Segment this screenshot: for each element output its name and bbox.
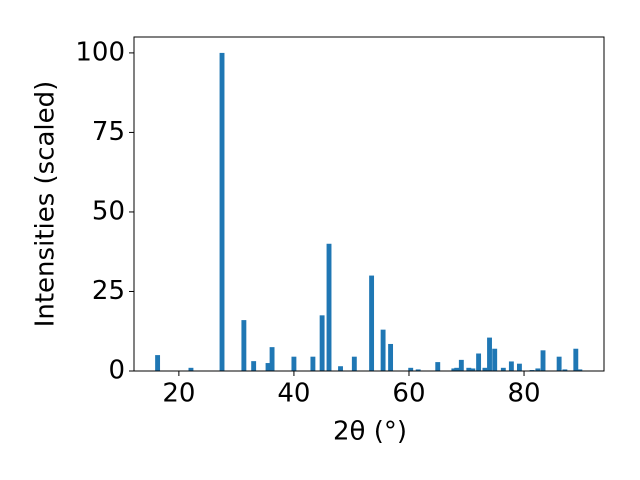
bar [415, 369, 421, 371]
x-tick-label: 80 [507, 379, 540, 409]
bar [556, 356, 562, 371]
bar [326, 243, 332, 371]
y-tick-label: 75 [92, 117, 125, 147]
bar [487, 337, 492, 371]
y-axis-label: Intensities (scaled) [31, 81, 61, 328]
bar [476, 353, 482, 371]
x-tick-label: 60 [392, 379, 425, 409]
bar [219, 52, 225, 372]
bar [241, 320, 247, 371]
bar [408, 367, 414, 371]
x-tick-label: 20 [162, 379, 195, 409]
y-tick-label: 100 [75, 37, 125, 67]
bar [451, 368, 457, 371]
bar [380, 329, 386, 371]
bar [251, 361, 257, 371]
bar [573, 348, 579, 371]
bar [470, 368, 476, 371]
bar [155, 355, 161, 371]
bar [265, 363, 271, 371]
bar [482, 367, 488, 371]
y-tick-label: 25 [92, 276, 125, 306]
y-tick-label: 0 [108, 356, 125, 386]
bar [291, 356, 297, 371]
bar [466, 367, 472, 371]
bar [540, 350, 546, 371]
bar [188, 367, 194, 371]
bar [351, 356, 357, 371]
bar [269, 347, 275, 371]
bar [458, 359, 464, 371]
bar [562, 369, 568, 371]
x-axis-label: 2θ (°) [333, 417, 407, 447]
plot-frame [133, 36, 605, 372]
bar [338, 366, 343, 371]
x-tick-label: 40 [277, 379, 310, 409]
bar [319, 315, 325, 371]
bar [454, 367, 460, 371]
bar [388, 343, 394, 371]
bar [535, 368, 541, 371]
bar [508, 361, 514, 371]
bar [516, 363, 522, 371]
bar [369, 275, 375, 371]
bar [310, 356, 316, 371]
bar [500, 367, 506, 371]
bar [435, 362, 441, 371]
bar [577, 369, 583, 371]
bar [492, 348, 498, 371]
y-tick-label: 50 [92, 196, 125, 226]
